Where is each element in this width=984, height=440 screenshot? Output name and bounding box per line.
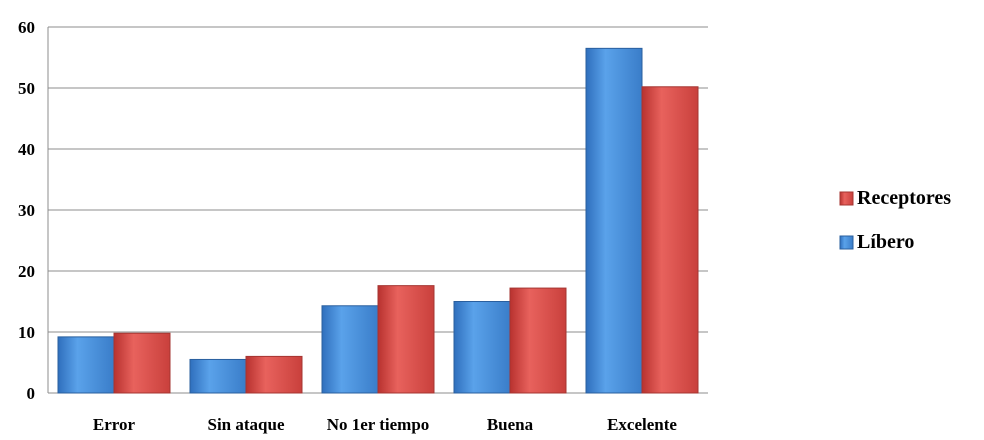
y-axis: 0 10 20 30 40 50 60 bbox=[18, 18, 49, 403]
x-axis: Error Sin ataque No 1er tiempo Buena Excelen… bbox=[93, 415, 677, 434]
y-tick-label: 20 bbox=[18, 262, 35, 281]
legend-swatch bbox=[839, 235, 854, 250]
bar-receptores bbox=[641, 86, 699, 394]
bars bbox=[57, 47, 699, 394]
y-tick-label: 40 bbox=[18, 140, 35, 159]
x-category-label: Error bbox=[93, 415, 136, 434]
bar-libero bbox=[321, 305, 379, 394]
bar-receptores bbox=[509, 287, 567, 394]
bar-libero bbox=[189, 358, 247, 394]
legend-label: Líbero bbox=[857, 231, 914, 253]
legend: Receptores Líbero bbox=[839, 187, 951, 253]
y-tick-label: 0 bbox=[27, 384, 36, 403]
legend-label: Receptores bbox=[857, 187, 951, 209]
bar-libero bbox=[453, 301, 511, 394]
x-category-label: Excelente bbox=[607, 415, 677, 434]
bar-receptores bbox=[113, 332, 171, 394]
bar-libero bbox=[57, 336, 115, 394]
bar-libero bbox=[585, 47, 643, 394]
x-category-label: Buena bbox=[487, 415, 534, 434]
y-tick-label: 60 bbox=[18, 18, 35, 37]
legend-swatch bbox=[839, 191, 854, 206]
x-category-label: No 1er tiempo bbox=[327, 415, 430, 434]
bar-receptores bbox=[377, 285, 435, 394]
gridlines bbox=[48, 26, 708, 394]
y-tick-label: 50 bbox=[18, 79, 35, 98]
bar-receptores bbox=[245, 355, 303, 394]
y-tick-label: 30 bbox=[18, 201, 35, 220]
y-tick-label: 10 bbox=[18, 323, 35, 342]
x-category-label: Sin ataque bbox=[208, 415, 285, 434]
